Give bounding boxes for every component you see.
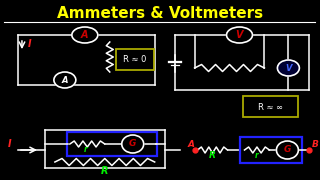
- Text: I: I: [28, 39, 32, 49]
- FancyBboxPatch shape: [241, 137, 302, 163]
- Text: R: R: [209, 151, 216, 160]
- Text: R: R: [101, 166, 108, 176]
- Text: r: r: [84, 145, 88, 154]
- FancyBboxPatch shape: [116, 48, 154, 69]
- Ellipse shape: [277, 60, 300, 76]
- Ellipse shape: [54, 72, 76, 88]
- Text: R ≈ 0: R ≈ 0: [123, 55, 147, 64]
- Text: A: A: [81, 30, 89, 40]
- Ellipse shape: [276, 141, 298, 159]
- Text: r: r: [255, 151, 258, 160]
- FancyBboxPatch shape: [67, 132, 157, 156]
- Ellipse shape: [72, 27, 98, 43]
- Text: V: V: [236, 30, 243, 40]
- Text: A: A: [188, 140, 195, 149]
- Text: Ammeters & Voltmeters: Ammeters & Voltmeters: [57, 6, 263, 21]
- Text: A: A: [62, 75, 68, 84]
- Text: G: G: [129, 140, 136, 148]
- Text: V: V: [285, 64, 292, 73]
- Text: B: B: [311, 140, 318, 149]
- FancyBboxPatch shape: [243, 96, 298, 116]
- Ellipse shape: [122, 135, 144, 153]
- Text: R ≈ ∞: R ≈ ∞: [258, 102, 283, 111]
- Text: G: G: [284, 145, 291, 154]
- Ellipse shape: [227, 27, 252, 43]
- Text: I: I: [8, 139, 12, 149]
